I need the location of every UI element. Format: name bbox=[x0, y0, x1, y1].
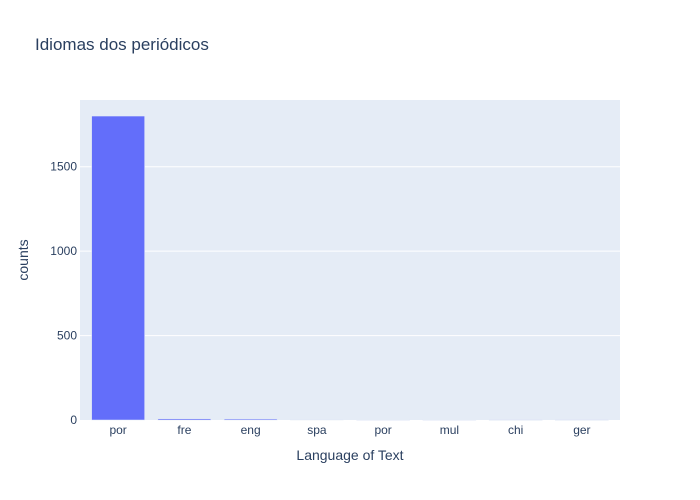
x-tick-label: eng bbox=[241, 423, 261, 437]
x-axis-title: Language of Text bbox=[296, 447, 403, 463]
x-tick-labels: por fre eng spa por mul chi ger bbox=[109, 423, 590, 437]
chart-title: Idiomas dos periódicos bbox=[35, 35, 209, 54]
bar[interactable] bbox=[157, 418, 212, 421]
bar[interactable] bbox=[488, 419, 543, 421]
y-axis-title: counts bbox=[15, 239, 31, 280]
bar[interactable] bbox=[356, 419, 410, 421]
x-tick-label: mul bbox=[440, 423, 459, 437]
x-tick-label: ger bbox=[573, 423, 590, 437]
x-tick-label: chi bbox=[508, 423, 523, 437]
bar[interactable] bbox=[91, 115, 145, 421]
gridlines bbox=[80, 166, 620, 337]
y-tick-labels: 0 500 1000 1500 bbox=[50, 160, 77, 427]
y-tick-label: 1500 bbox=[50, 160, 77, 174]
plot-area bbox=[80, 100, 620, 420]
x-tick-label: fre bbox=[177, 423, 191, 437]
bar[interactable] bbox=[422, 419, 477, 421]
bar[interactable] bbox=[555, 419, 609, 421]
x-tick-label: por bbox=[374, 423, 391, 437]
x-tick-label: por bbox=[109, 423, 126, 437]
x-tick-label: spa bbox=[307, 423, 327, 437]
y-tick-label: 500 bbox=[57, 329, 77, 343]
y-tick-label: 1000 bbox=[50, 244, 77, 258]
bar[interactable] bbox=[223, 418, 278, 421]
bars bbox=[91, 115, 609, 421]
bar[interactable] bbox=[290, 419, 344, 421]
y-tick-label: 0 bbox=[70, 413, 77, 427]
